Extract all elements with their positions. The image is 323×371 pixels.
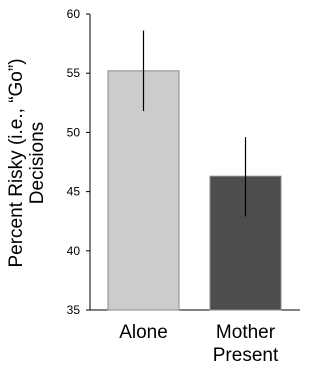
- x-tick-label: Alone: [119, 322, 168, 343]
- bars: [107, 30, 282, 311]
- x-tick-label: Present: [213, 345, 279, 366]
- y-axis-ticks: 35 40 45 50 55 60: [67, 7, 90, 317]
- y-axis-title: Percent Risky (i.e., “Go”) Decisions: [6, 58, 48, 267]
- y-tick-label: 50: [67, 125, 81, 139]
- y-axis-title-line-1: Percent Risky (i.e., “Go”): [6, 58, 27, 267]
- y-tick-label: 55: [67, 66, 81, 80]
- y-tick-label: 60: [67, 7, 81, 21]
- y-tick-label: 45: [67, 185, 81, 199]
- y-tick-label: 35: [67, 303, 81, 317]
- y-axis-title-line-2: Decisions: [27, 122, 48, 204]
- x-tick-label: Mother: [216, 322, 276, 343]
- y-tick-label: 40: [67, 244, 81, 258]
